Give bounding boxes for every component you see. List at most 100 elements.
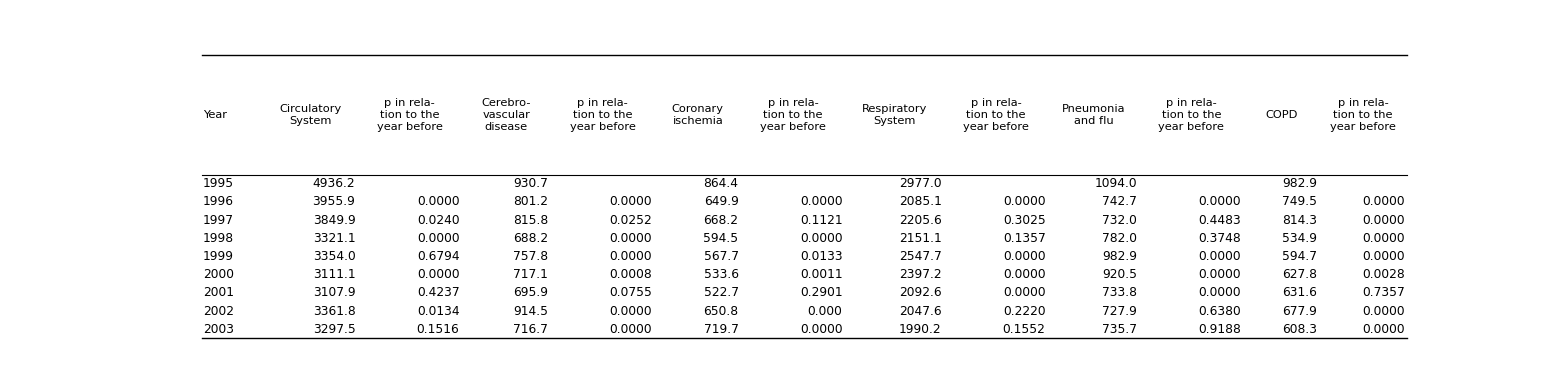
Text: 0.0000: 0.0000 — [609, 232, 653, 245]
Text: 2977.0: 2977.0 — [899, 177, 941, 190]
Text: 782.0: 782.0 — [1102, 232, 1137, 245]
Text: 0.0000: 0.0000 — [1362, 214, 1405, 227]
Text: 2151.1: 2151.1 — [899, 232, 941, 245]
Text: Cerebro-
vascular
disease: Cerebro- vascular disease — [481, 98, 531, 132]
Text: 930.7: 930.7 — [514, 177, 548, 190]
Text: Circulatory
System: Circulatory System — [279, 104, 341, 126]
Text: 0.0000: 0.0000 — [1198, 250, 1240, 263]
Text: 0.0000: 0.0000 — [1002, 268, 1046, 281]
Text: 2085.1: 2085.1 — [899, 195, 941, 208]
Text: 522.7: 522.7 — [703, 286, 739, 300]
Text: 0.1357: 0.1357 — [1002, 232, 1046, 245]
Text: 0.0000: 0.0000 — [609, 250, 653, 263]
Text: 2205.6: 2205.6 — [899, 214, 941, 227]
Text: 0.0000: 0.0000 — [1002, 195, 1046, 208]
Text: 0.0000: 0.0000 — [1002, 286, 1046, 300]
Text: 1996: 1996 — [204, 195, 233, 208]
Text: 3849.9: 3849.9 — [313, 214, 355, 227]
Text: 0.0000: 0.0000 — [1198, 286, 1240, 300]
Text: 0.1121: 0.1121 — [800, 214, 843, 227]
Text: 735.7: 735.7 — [1102, 323, 1137, 336]
Text: 0.9188: 0.9188 — [1198, 323, 1240, 336]
Text: 2397.2: 2397.2 — [899, 268, 941, 281]
Text: 717.1: 717.1 — [514, 268, 548, 281]
Text: 757.8: 757.8 — [514, 250, 548, 263]
Text: 0.0000: 0.0000 — [1362, 195, 1405, 208]
Text: 0.7357: 0.7357 — [1362, 286, 1405, 300]
Text: 0.0000: 0.0000 — [800, 232, 843, 245]
Text: 0.0000: 0.0000 — [417, 268, 459, 281]
Text: 649.9: 649.9 — [703, 195, 739, 208]
Text: 0.0000: 0.0000 — [800, 323, 843, 336]
Text: 982.9: 982.9 — [1283, 177, 1317, 190]
Text: 2002: 2002 — [204, 305, 233, 318]
Text: 0.0000: 0.0000 — [1002, 250, 1046, 263]
Text: 533.6: 533.6 — [703, 268, 739, 281]
Text: 801.2: 801.2 — [514, 195, 548, 208]
Text: 0.0028: 0.0028 — [1362, 268, 1405, 281]
Text: 2047.6: 2047.6 — [899, 305, 941, 318]
Text: 0.0755: 0.0755 — [609, 286, 653, 300]
Text: p in rela-
tion to the
year before: p in rela- tion to the year before — [1330, 98, 1397, 132]
Text: 0.0000: 0.0000 — [417, 232, 459, 245]
Text: 716.7: 716.7 — [514, 323, 548, 336]
Text: 631.6: 631.6 — [1283, 286, 1317, 300]
Text: 0.0133: 0.0133 — [800, 250, 843, 263]
Text: p in rela-
tion to the
year before: p in rela- tion to the year before — [1159, 98, 1225, 132]
Text: 1990.2: 1990.2 — [899, 323, 941, 336]
Text: 0.0000: 0.0000 — [1362, 250, 1405, 263]
Text: Respiratory
System: Respiratory System — [861, 104, 927, 126]
Text: 0.0000: 0.0000 — [1362, 323, 1405, 336]
Text: 608.3: 608.3 — [1283, 323, 1317, 336]
Text: 0.2220: 0.2220 — [1002, 305, 1046, 318]
Text: 749.5: 749.5 — [1283, 195, 1317, 208]
Text: 1997: 1997 — [204, 214, 233, 227]
Text: 0.0240: 0.0240 — [417, 214, 459, 227]
Text: Coronary
ischemia: Coronary ischemia — [672, 104, 723, 126]
Text: 594.7: 594.7 — [1283, 250, 1317, 263]
Text: p in rela-
tion to the
year before: p in rela- tion to the year before — [760, 98, 825, 132]
Text: 0.0000: 0.0000 — [609, 195, 653, 208]
Text: 864.4: 864.4 — [703, 177, 739, 190]
Text: 0.0008: 0.0008 — [609, 268, 653, 281]
Text: 982.9: 982.9 — [1102, 250, 1137, 263]
Text: 0.2901: 0.2901 — [800, 286, 843, 300]
Text: p in rela-
tion to the
year before: p in rela- tion to the year before — [377, 98, 443, 132]
Text: 3955.9: 3955.9 — [313, 195, 355, 208]
Text: 920.5: 920.5 — [1102, 268, 1137, 281]
Text: 534.9: 534.9 — [1283, 232, 1317, 245]
Text: 3111.1: 3111.1 — [313, 268, 355, 281]
Text: 0.0011: 0.0011 — [800, 268, 843, 281]
Text: p in rela-
tion to the
year before: p in rela- tion to the year before — [963, 98, 1029, 132]
Text: 0.3748: 0.3748 — [1198, 232, 1240, 245]
Text: 719.7: 719.7 — [703, 323, 739, 336]
Text: 2001: 2001 — [204, 286, 233, 300]
Text: 0.6380: 0.6380 — [1198, 305, 1240, 318]
Text: COPD: COPD — [1265, 110, 1298, 120]
Text: 650.8: 650.8 — [703, 305, 739, 318]
Text: 0.0000: 0.0000 — [417, 195, 459, 208]
Text: 0.000: 0.000 — [808, 305, 843, 318]
Text: 0.0000: 0.0000 — [609, 323, 653, 336]
Text: 0.4483: 0.4483 — [1198, 214, 1240, 227]
Text: 594.5: 594.5 — [703, 232, 739, 245]
Text: 1999: 1999 — [204, 250, 233, 263]
Text: 0.0000: 0.0000 — [609, 305, 653, 318]
Text: 0.4237: 0.4237 — [417, 286, 459, 300]
Text: 677.9: 677.9 — [1283, 305, 1317, 318]
Text: 733.8: 733.8 — [1102, 286, 1137, 300]
Text: 4936.2: 4936.2 — [313, 177, 355, 190]
Text: p in rela-
tion to the
year before: p in rela- tion to the year before — [570, 98, 636, 132]
Text: 814.3: 814.3 — [1283, 214, 1317, 227]
Text: 815.8: 815.8 — [514, 214, 548, 227]
Text: 0.0000: 0.0000 — [1198, 268, 1240, 281]
Text: Year: Year — [204, 110, 227, 120]
Text: 0.1552: 0.1552 — [1002, 323, 1046, 336]
Text: 0.3025: 0.3025 — [1002, 214, 1046, 227]
Text: 688.2: 688.2 — [514, 232, 548, 245]
Text: 732.0: 732.0 — [1102, 214, 1137, 227]
Text: 2003: 2003 — [204, 323, 233, 336]
Text: 1094.0: 1094.0 — [1095, 177, 1137, 190]
Text: 3354.0: 3354.0 — [313, 250, 355, 263]
Text: 3321.1: 3321.1 — [313, 232, 355, 245]
